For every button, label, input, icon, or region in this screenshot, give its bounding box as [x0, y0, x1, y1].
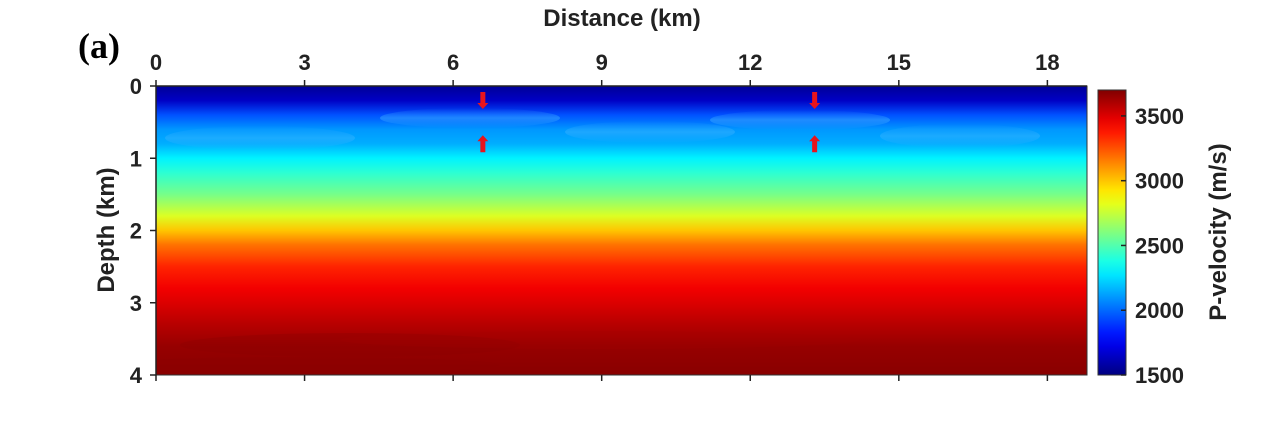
- colorbar: [1097, 89, 1127, 376]
- heatmap-texture: [156, 108, 1040, 373]
- y-tick-label: 2: [130, 219, 142, 244]
- y-tick-label: 0: [130, 74, 142, 99]
- x-tick-label: 0: [150, 50, 162, 75]
- x-tick-label: 6: [447, 50, 459, 75]
- arrow-markers: [477, 91, 821, 153]
- colorbar-tick-label: 3000: [1135, 169, 1184, 194]
- x-axis: 0 3 6 9 12 15 18: [150, 50, 1087, 381]
- panel-label: (a): [78, 26, 120, 66]
- colorbar-tick-label: 2000: [1135, 298, 1184, 323]
- y-tick-label: 4: [130, 363, 143, 388]
- arrow-down-marker: [809, 91, 821, 109]
- x-tick-label: 15: [887, 50, 911, 75]
- x-tick-label: 9: [596, 50, 608, 75]
- y-tick-label: 3: [130, 291, 142, 316]
- colorbar-ticks: 1500 2000 2500 3000 3500: [1121, 104, 1184, 388]
- arrow-up-marker: [477, 135, 489, 153]
- colorbar-tick-label: 3500: [1135, 104, 1184, 129]
- arrow-up-marker: [809, 135, 821, 153]
- y-axis-title: Depth (km): [93, 167, 120, 292]
- x-tick-label: 12: [738, 50, 762, 75]
- arrow-down-marker: [477, 91, 489, 109]
- colorbar-title: P-velocity (m/s): [1205, 143, 1232, 320]
- colorbar-tick-label: 2500: [1135, 233, 1184, 258]
- colorbar-tick-label: 1500: [1135, 363, 1184, 388]
- heatmap-plot-area: [155, 85, 1088, 376]
- colorbar-scale: [1097, 89, 1127, 376]
- y-axis: 0 1 2 3 4: [130, 74, 157, 388]
- x-tick-label: 18: [1035, 50, 1059, 75]
- x-tick-label: 3: [298, 50, 310, 75]
- y-tick-label: 1: [130, 146, 142, 171]
- x-axis-title: Distance (km): [543, 5, 700, 32]
